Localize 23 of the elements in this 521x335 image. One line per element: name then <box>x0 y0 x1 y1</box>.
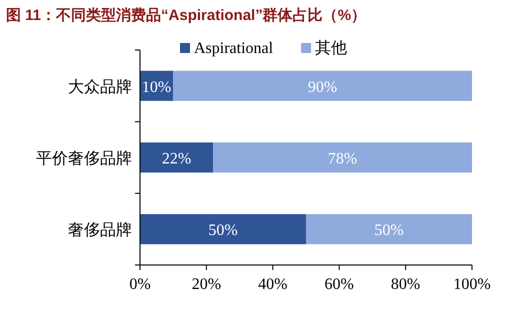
x-tick-label: 40% <box>258 276 288 293</box>
legend-label: 其他 <box>315 39 348 57</box>
y-tick-label: 大众品牌 <box>68 78 132 96</box>
data-label: 90% <box>308 78 338 96</box>
bar <box>173 70 472 101</box>
x-tick-label: 100% <box>453 276 491 293</box>
bar <box>140 142 214 173</box>
data-label: 10% <box>142 78 172 96</box>
data-label: 22% <box>162 150 192 168</box>
data-label: 50% <box>208 222 238 240</box>
x-tick-label: 0% <box>129 276 151 293</box>
data-label: 78% <box>328 150 358 168</box>
x-tick-label: 20% <box>192 276 222 293</box>
x-tick-label: 80% <box>390 276 420 293</box>
legend-label: Aspirational <box>194 40 274 57</box>
bar <box>306 214 472 244</box>
bar <box>213 142 472 173</box>
x-tick-label: 60% <box>324 276 354 293</box>
y-tick-label: 平价奢侈品牌 <box>36 150 132 168</box>
y-tick-label: 奢侈品牌 <box>68 221 132 240</box>
chart-title: 图 11：不同类型消费品“Aspirational”群体占比（%） <box>6 7 366 24</box>
data-label: 50% <box>374 222 404 240</box>
bar <box>140 214 306 244</box>
